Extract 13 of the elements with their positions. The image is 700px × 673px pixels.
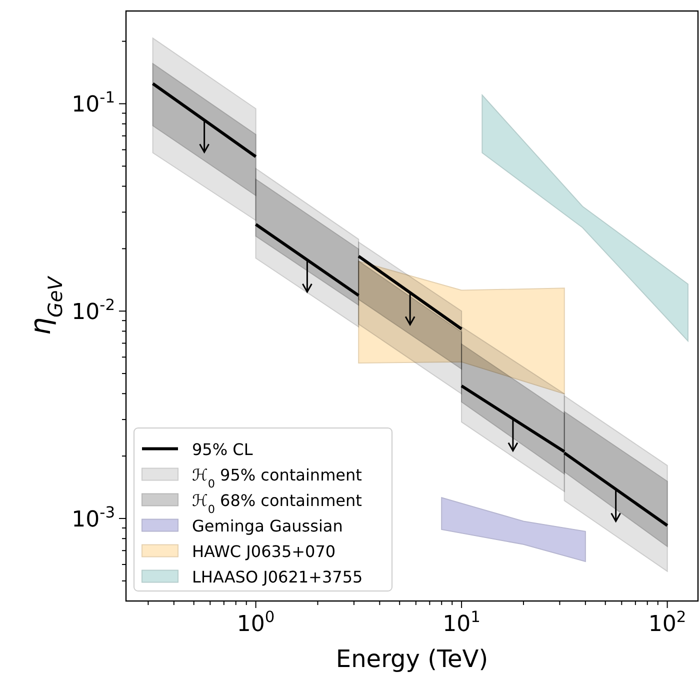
y-tick-label: 10$^{-3}$ bbox=[72, 503, 115, 532]
x-tick-label: 10$^{2}$ bbox=[648, 608, 686, 637]
x-axis-title: Energy (TeV) bbox=[336, 645, 488, 673]
x-tick-label: 10$^{1}$ bbox=[442, 608, 480, 637]
legend-label: ℋ$_{0}$ 68% containment bbox=[192, 490, 362, 516]
legend-label: LHAASO J0621+3755 bbox=[192, 567, 363, 586]
x-tick-label: 10$^{0}$ bbox=[236, 608, 275, 637]
legend-label: HAWC J0635+070 bbox=[192, 542, 336, 561]
legend-label: ℋ$_{0}$ 95% containment bbox=[192, 465, 362, 490]
legend-label: 95% CL bbox=[192, 440, 253, 459]
legend-label: Geminga Gaussian bbox=[192, 516, 343, 536]
y-tick-label: 10$^{-1}$ bbox=[72, 88, 115, 118]
y-tick-label: 10$^{-2}$ bbox=[72, 296, 115, 326]
